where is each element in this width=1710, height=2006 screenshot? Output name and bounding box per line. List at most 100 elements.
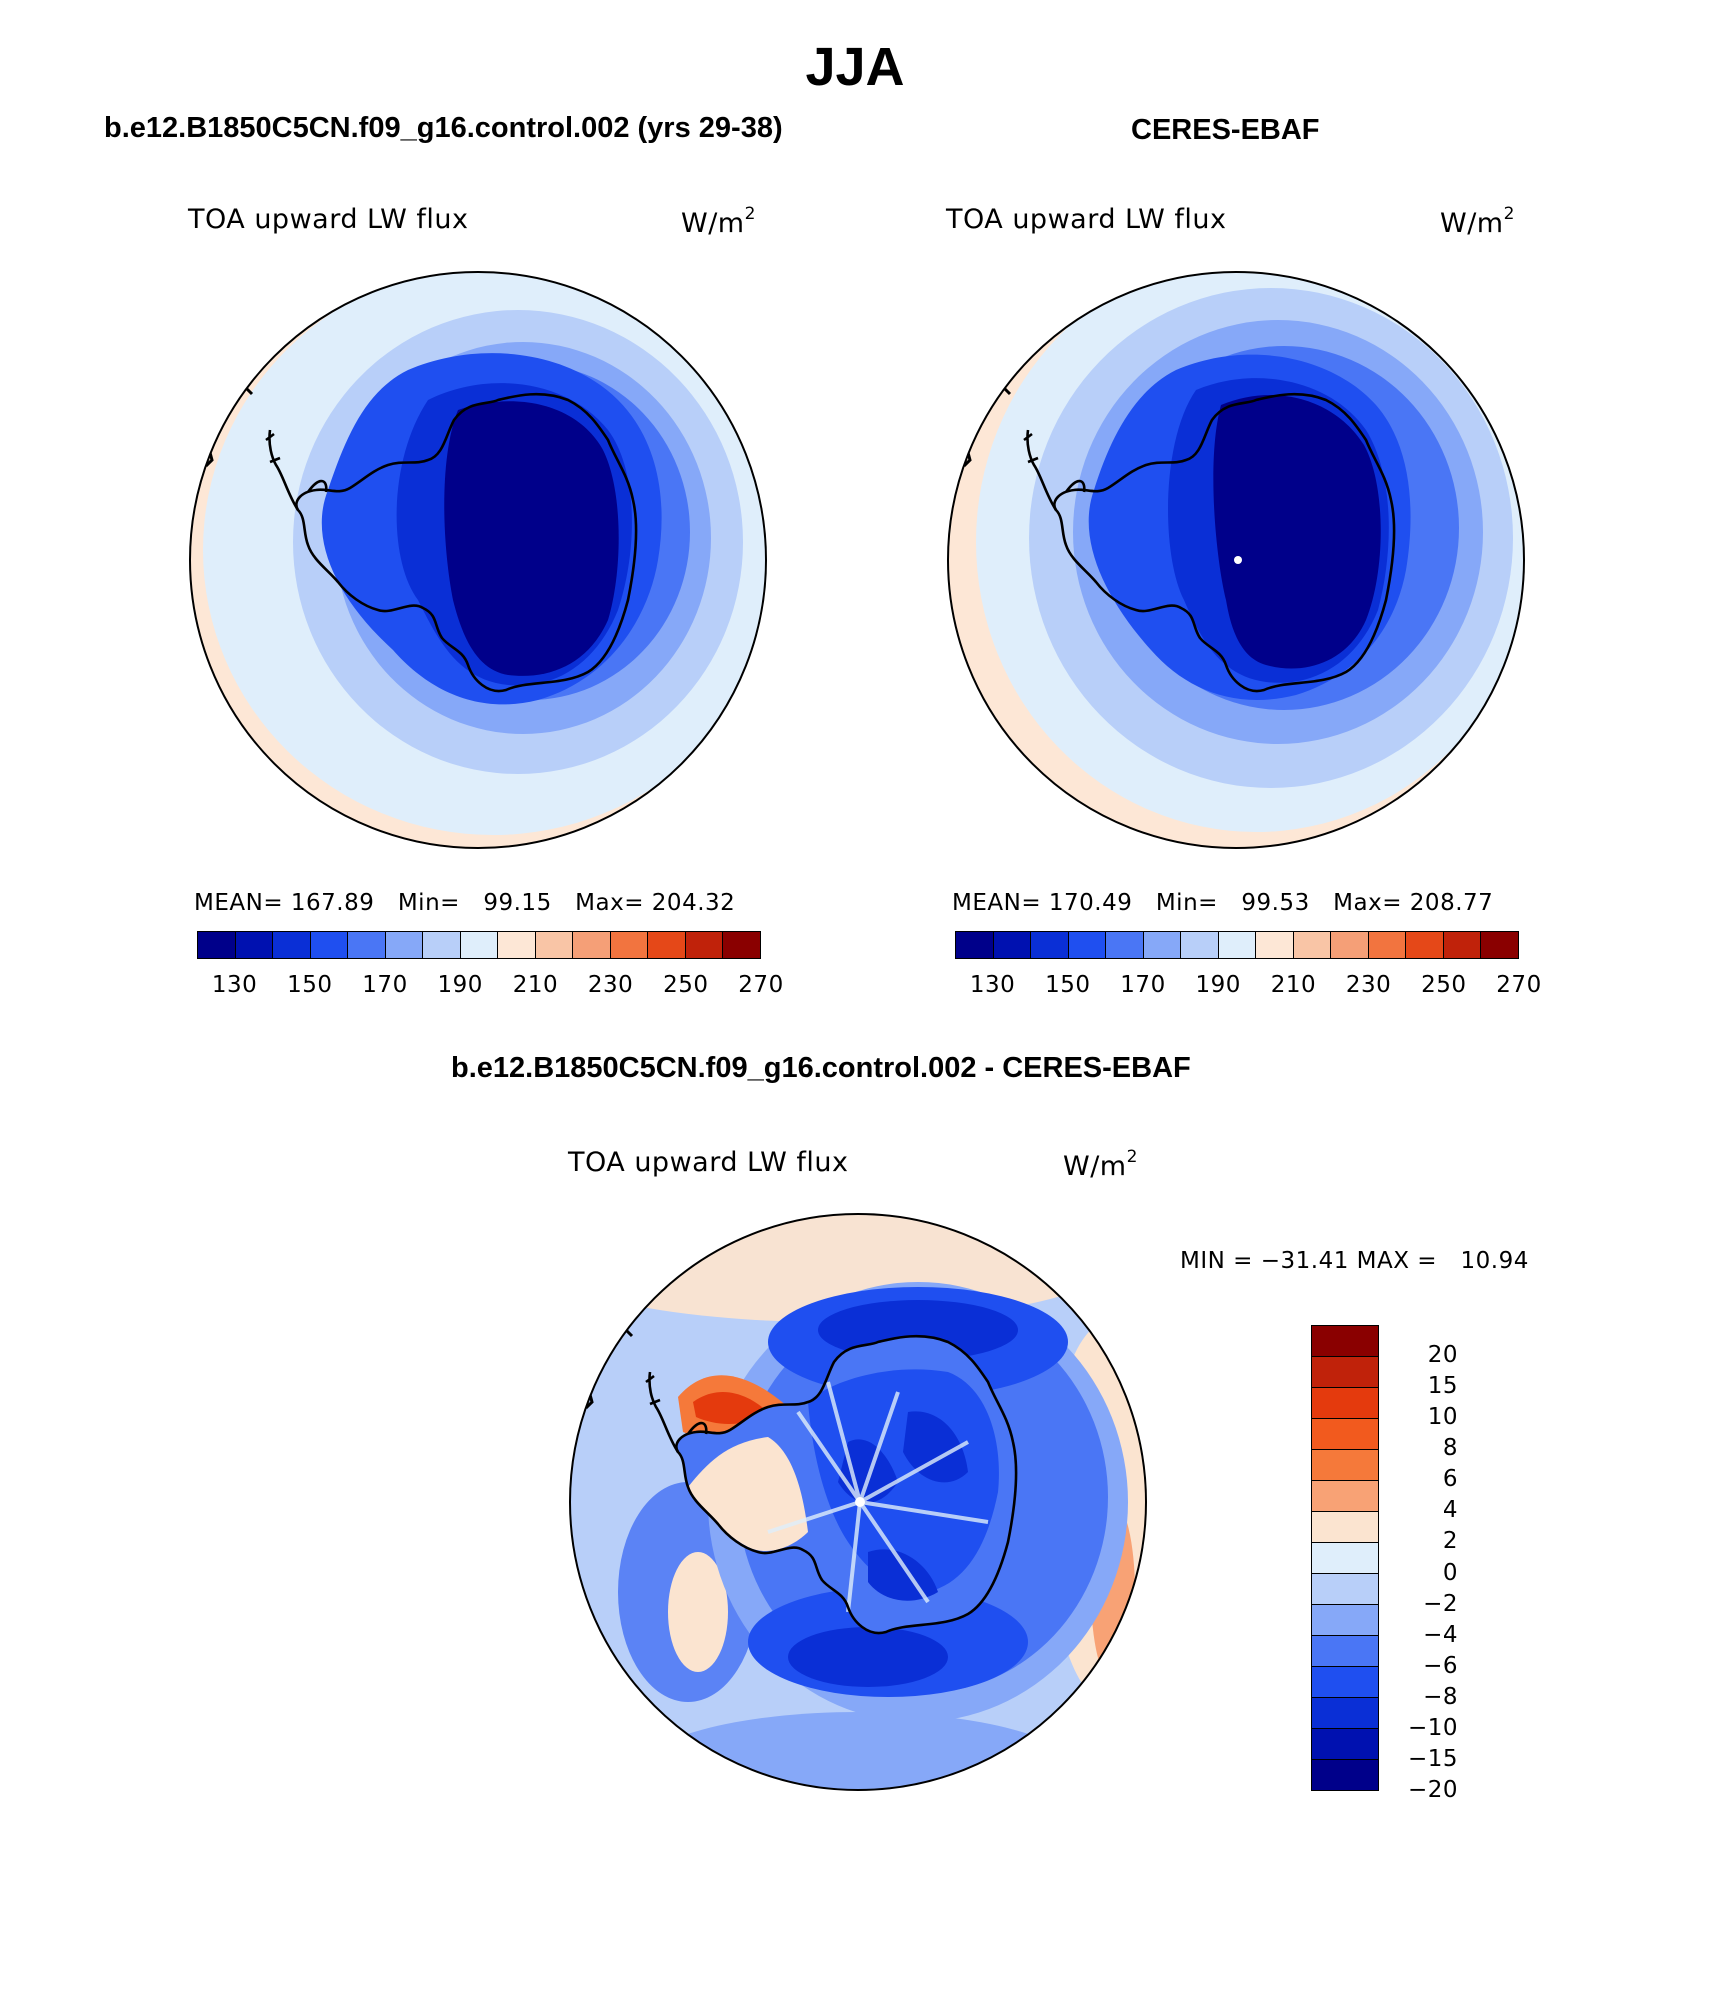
model-stats: MEAN= 167.89 Min= 99.15 Max= 204.32 (194, 890, 736, 916)
obs-colorbar-swatch (1331, 932, 1369, 958)
model-variable-label: TOA upward LW flux (188, 204, 469, 235)
obs-colorbar-swatch (1293, 932, 1332, 958)
model-colorbar-tick-label: 230 (587, 972, 634, 998)
model-colorbar-tick-label: 270 (738, 972, 784, 998)
obs-max-value: 208.77 (1409, 890, 1494, 916)
obs-antarctica-coastline (1053, 392, 1396, 693)
diff-map-frame (569, 1213, 1147, 1791)
obs-polar-map (947, 271, 1525, 849)
obs-colorbar-swatch (1256, 932, 1294, 958)
diff-colorbar-swatch (1312, 1698, 1378, 1729)
diff-colorbar-tick-label: −2 (1423, 1590, 1458, 1617)
obs-units-label: W/m2 (1440, 204, 1515, 239)
diff-colorbar-swatch (1312, 1326, 1378, 1357)
diff-colorbar-tick-label: −6 (1423, 1652, 1458, 1679)
model-colorbar-ticks: 130 150 170 190 210 230 250 270 (197, 972, 783, 1002)
obs-colorbar-tick-label: 130 (969, 972, 1016, 998)
diff-colorbar-tick-label: 20 (1427, 1342, 1458, 1369)
diff-polar-map (569, 1213, 1147, 1791)
obs-colorbar-tick-label: 230 (1345, 972, 1392, 998)
obs-colorbar-tick-label: 270 (1496, 972, 1542, 998)
diff-colorbar-swatch (1312, 1481, 1378, 1512)
diff-units-label: W/m2 (1063, 1147, 1138, 1182)
diff-colorbar-tick-label: 4 (1442, 1497, 1458, 1524)
diff-colorbar-tick-label: −15 (1407, 1745, 1458, 1772)
diff-colorbar-swatch (1312, 1729, 1378, 1760)
diff-colorbar-ticks: 20 15 10 8 6 4 2 0 −2 −4 −6 −8 −10 −15 −20 (1386, 1325, 1466, 1803)
model-colorbar-tick-label: 250 (663, 972, 709, 998)
obs-stats: MEAN= 170.49 Min= 99.53 Max= 208.77 (952, 890, 1494, 916)
diff-colorbar-swatch (1312, 1512, 1378, 1543)
diff-radial-streaks (767, 1381, 989, 1613)
model-peninsula-coastline (265, 429, 328, 511)
obs-colorbar-ticks: 130 150 170 190 210 230 250 270 (955, 972, 1541, 1002)
obs-colorbar-swatch (1181, 932, 1219, 958)
diff-colorbar (1311, 1325, 1379, 1791)
obs-panel-header: CERES-EBAF (1131, 114, 1320, 146)
model-colorbar-swatch (460, 932, 499, 958)
model-mean-value: 167.89 (290, 890, 375, 916)
obs-variable-label: TOA upward LW flux (946, 204, 1227, 235)
obs-colorbar-tick-label: 210 (1270, 972, 1317, 998)
model-colorbar-swatch (310, 932, 349, 958)
model-colorbar-swatch (423, 932, 461, 958)
obs-pole-marker (1234, 556, 1242, 564)
obs-colorbar-tick-label: 170 (1120, 972, 1166, 998)
obs-colorbar-tick-label: 250 (1421, 972, 1467, 998)
diff-colorbar-tick-label: 2 (1442, 1528, 1458, 1555)
model-colorbar-swatch (648, 932, 686, 958)
obs-colorbar-swatch (1106, 932, 1144, 958)
diff-colorbar-swatch (1312, 1450, 1378, 1481)
diff-colorbar-tick-label: −4 (1423, 1621, 1458, 1648)
model-colorbar-swatch (610, 932, 649, 958)
diff-antarctica-coastline (675, 1334, 1018, 1635)
obs-colorbar-swatch (1406, 932, 1444, 958)
model-colorbar-tick-label: 210 (512, 972, 559, 998)
model-colorbar-tick-label: 170 (362, 972, 408, 998)
model-colorbar-tick-label: 190 (437, 972, 483, 998)
diff-colorbar-tick-label: 0 (1442, 1559, 1458, 1586)
model-colorbar-swatch (235, 932, 274, 958)
model-colorbar-tick-label: 150 (287, 972, 333, 998)
diff-variable-label: TOA upward LW flux (568, 1147, 849, 1178)
model-colorbar-swatch (348, 932, 386, 958)
diff-colorbar-tick-label: −8 (1423, 1683, 1458, 1710)
model-panel-header: b.e12.B1850C5CN.f09_g16.control.002 (yrs… (104, 112, 783, 144)
obs-min-value: 99.53 (1241, 890, 1310, 916)
figure-title: JJA (805, 37, 905, 97)
diff-colorbar-swatch (1312, 1543, 1378, 1574)
model-units-label: W/m2 (681, 204, 756, 239)
diff-panel-header: b.e12.B1850C5CN.f09_g16.control.002 - CE… (451, 1052, 1191, 1084)
diff-colorbar-tick-label: 10 (1427, 1404, 1458, 1431)
obs-colorbar-swatch (993, 932, 1032, 958)
obs-colorbar-swatch (956, 932, 994, 958)
model-max-value: 204.32 (651, 890, 736, 916)
model-colorbar-tick-label: 130 (211, 972, 258, 998)
obs-colorbar-tick-label: 150 (1045, 972, 1091, 998)
obs-colorbar-swatch (1143, 932, 1182, 958)
model-polar-map (189, 271, 767, 849)
diff-colorbar-tick-label: 6 (1442, 1466, 1458, 1493)
diff-colorbar-swatch (1312, 1388, 1378, 1419)
diff-colorbar-swatch (1312, 1760, 1378, 1790)
obs-colorbar-swatch (1481, 932, 1518, 958)
diff-colorbar-swatch (1312, 1605, 1378, 1636)
model-colorbar-swatch (273, 932, 311, 958)
obs-colorbar-swatch (1368, 932, 1407, 958)
diff-peninsula-coastline (645, 1371, 708, 1453)
model-colorbar-swatch (385, 932, 424, 958)
diff-colorbar-swatch (1312, 1419, 1378, 1450)
obs-mean-value: 170.49 (1048, 890, 1133, 916)
model-colorbar-swatch (573, 932, 611, 958)
model-colorbar-swatch (723, 932, 760, 958)
obs-peninsula-coastline (1023, 429, 1086, 511)
obs-colorbar-tick-label: 190 (1195, 972, 1241, 998)
model-min-value: 99.15 (483, 890, 552, 916)
model-colorbar-swatch (498, 932, 536, 958)
obs-colorbar-swatch (1443, 932, 1482, 958)
diff-colorbar-swatch (1312, 1636, 1378, 1667)
diff-colorbar-swatch (1312, 1574, 1378, 1605)
model-colorbar-swatch (198, 932, 236, 958)
obs-colorbar-swatch (1218, 932, 1257, 958)
obs-colorbar (955, 931, 1519, 959)
